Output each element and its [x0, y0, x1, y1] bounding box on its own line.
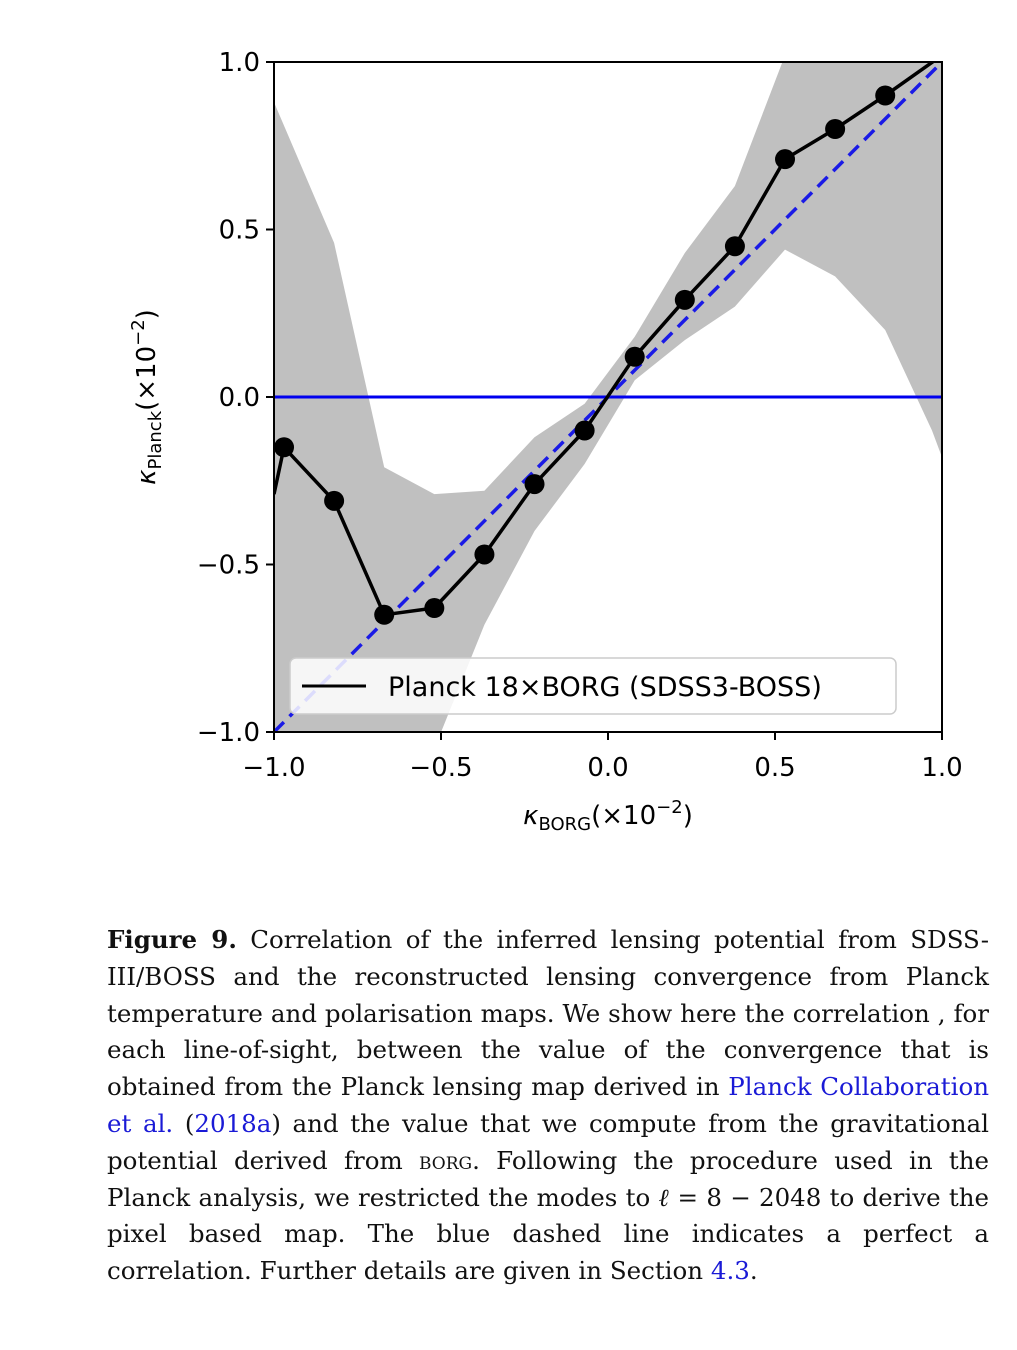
data-point — [524, 474, 545, 495]
caption-text-5: . — [749, 1256, 758, 1286]
data-point — [374, 604, 395, 625]
y-axis-label: κPlanck(×10−2) — [128, 309, 166, 485]
data-point — [274, 437, 295, 458]
data-point — [724, 236, 745, 257]
caption-label: Figure 9. — [107, 925, 237, 954]
legend-box — [289, 657, 897, 715]
plot-area — [274, 62, 942, 732]
x-tick-label: −1.0 — [242, 753, 305, 783]
y-tick-label: 1.0 — [219, 48, 260, 78]
y-tick-label: 0.0 — [219, 383, 260, 413]
citation-link-year[interactable]: 2018a — [194, 1108, 272, 1138]
data-point — [474, 544, 495, 565]
y-tick-label: 0.5 — [219, 216, 260, 246]
caption-text-2: ) and the value that we compute from the… — [107, 1108, 989, 1175]
caption-text-4: = 8 − 2048 to derive the pixel based map… — [107, 1182, 989, 1286]
borg-name: borg — [418, 1145, 473, 1175]
figure-caption: Figure 9. Correlation of the inferred le… — [107, 922, 989, 1290]
data-point — [825, 119, 846, 139]
data-point — [875, 85, 896, 106]
citation-link-author[interactable]: Planck Collaboration et al. — [107, 1072, 989, 1138]
data-point — [674, 289, 695, 310]
data-point — [324, 490, 345, 511]
legend: Planck 18×BORG (SDSS3-BOSS) — [289, 657, 897, 715]
data-point — [624, 346, 645, 367]
x-axis-label: κBORG(×10−2) — [523, 797, 693, 835]
caption-paren: ( — [173, 1108, 195, 1138]
y-tick-label: −0.5 — [197, 551, 260, 581]
legend-label: Planck 18×BORG (SDSS3-BOSS) — [388, 672, 822, 703]
data-point — [775, 149, 796, 170]
x-tick-label: 0.5 — [754, 753, 795, 783]
x-tick-label: −0.5 — [409, 753, 472, 783]
x-axis-ticks: −1.0 −0.5 0.0 0.5 1.0 — [242, 732, 963, 783]
x-tick-label: 1.0 — [921, 753, 962, 783]
section-link[interactable]: 4.3 — [710, 1256, 750, 1286]
caption-text: Correlation of the inferred lensing pote… — [107, 925, 990, 1102]
data-point — [424, 598, 445, 619]
data-series — [274, 62, 936, 625]
y-tick-label: −1.0 — [197, 718, 260, 748]
y-axis-ticks: −1.0 −0.5 0.0 0.5 1.0 — [197, 48, 274, 748]
figure-9-chart: −1.0 −0.5 0.0 0.5 1.0 −1.0 −0.5 0.0 0.5 1.0 Plan… — [128, 48, 963, 835]
data-point — [574, 420, 595, 441]
ell-symbol: ℓ — [658, 1182, 670, 1212]
x-tick-label: 0.0 — [587, 753, 628, 783]
caption-text-3: . Following the procedure used in the Pl… — [107, 1145, 989, 1212]
